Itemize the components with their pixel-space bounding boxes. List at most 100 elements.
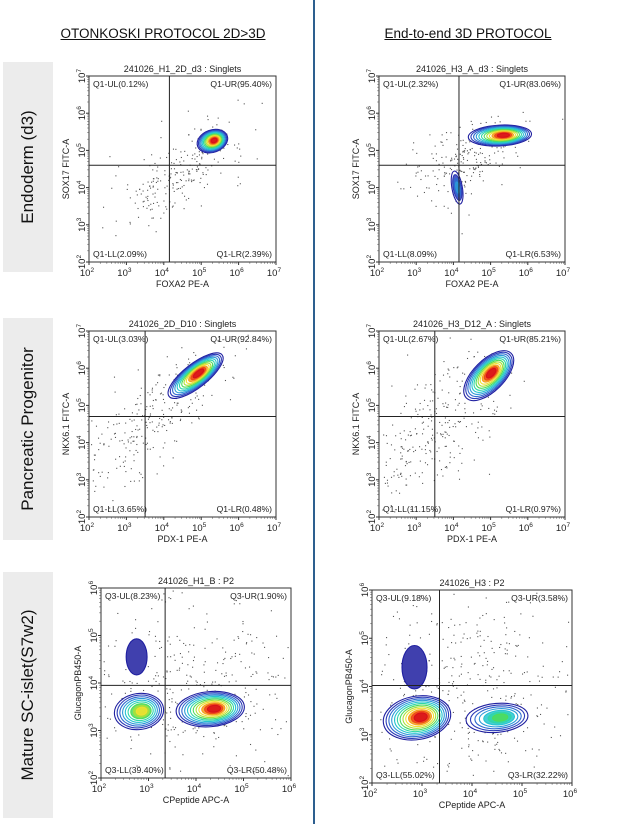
event-dot	[159, 647, 161, 650]
contour-level	[196, 128, 229, 154]
event-dot	[383, 434, 385, 436]
event-dot	[172, 407, 174, 409]
event-dot	[450, 132, 452, 134]
event-dot	[202, 172, 204, 174]
event-dot	[497, 734, 499, 736]
event-dot	[145, 421, 147, 423]
event-dot	[542, 642, 544, 644]
event-dot	[141, 419, 143, 421]
event-dot	[156, 177, 158, 179]
event-dot	[497, 741, 499, 743]
event-dot	[400, 438, 402, 440]
contour-level	[206, 135, 221, 147]
event-dot	[542, 665, 544, 667]
event-dot	[138, 734, 140, 736]
event-dot	[503, 157, 505, 159]
event-dot	[160, 646, 163, 648]
event-dot	[107, 717, 109, 719]
event-dot	[114, 391, 116, 393]
event-dot	[461, 462, 463, 464]
event-dot	[147, 392, 149, 394]
event-dot	[554, 686, 556, 688]
event-dot	[175, 701, 177, 703]
event-dot	[195, 354, 197, 356]
event-dot	[427, 404, 429, 407]
event-dot	[425, 452, 427, 455]
contour-population-1	[196, 128, 229, 154]
column-header-otonkoski: OTONKOSKI PROTOCOL 2D>3D	[60, 26, 266, 41]
x-tick-label: 104	[155, 522, 170, 534]
event-dot	[457, 697, 459, 699]
x-axis-label: CPeptide APC-A	[163, 795, 230, 805]
event-dot	[129, 221, 131, 223]
event-dot	[513, 737, 516, 739]
event-dot	[113, 433, 116, 435]
event-dot	[520, 613, 522, 615]
event-dot	[277, 674, 279, 676]
event-dot	[500, 697, 502, 700]
event-dot	[435, 160, 437, 162]
event-dot	[462, 372, 464, 374]
event-dot	[449, 456, 451, 458]
event-dot	[223, 366, 225, 369]
event-dot	[510, 696, 513, 698]
contour-level	[122, 697, 158, 725]
event-dot	[174, 174, 176, 176]
event-dot	[441, 389, 443, 391]
quadrant-label-ur: Q1-UR(83.06%)	[499, 79, 561, 89]
event-dot	[473, 412, 475, 414]
event-dot	[442, 403, 444, 405]
contour-level	[198, 700, 228, 717]
event-dot	[189, 675, 191, 677]
event-dot	[124, 408, 126, 410]
flow-plot-2: Q1-UL(2.32%) Q1-UR(83.06%)Q1-LL(8.09%) Q1-…	[351, 64, 570, 289]
event-dot	[405, 395, 407, 397]
event-dot	[264, 761, 266, 763]
contour-level	[485, 367, 497, 379]
event-dot	[201, 156, 203, 158]
event-dot	[445, 445, 447, 447]
contour-level	[210, 137, 218, 144]
event-dot	[451, 683, 454, 685]
event-dot	[486, 664, 488, 666]
y-axis-label: NKX6.1 FITC-A	[61, 393, 71, 456]
event-dot	[151, 391, 153, 393]
event-dot	[149, 187, 152, 189]
event-dot	[498, 165, 500, 167]
event-dot	[477, 153, 480, 155]
event-dot	[122, 461, 124, 463]
event-dot	[510, 697, 512, 699]
event-dot	[140, 193, 142, 195]
event-dot	[152, 186, 154, 188]
event-dot	[446, 770, 448, 772]
event-dot	[156, 201, 158, 204]
event-dot	[176, 635, 178, 638]
contour-level	[473, 125, 529, 146]
event-dot	[130, 687, 132, 690]
contour-level	[402, 706, 437, 729]
event-dot	[206, 689, 208, 691]
event-dot	[448, 700, 450, 702]
event-dot	[488, 430, 490, 432]
event-dot	[406, 463, 408, 465]
event-dot	[457, 162, 459, 164]
event-dot	[92, 480, 94, 482]
event-dot	[234, 693, 236, 695]
event-dot	[488, 407, 490, 409]
event-dot	[164, 187, 166, 189]
event-dot	[447, 693, 449, 696]
event-dot	[250, 634, 252, 636]
event-dot	[155, 675, 157, 677]
event-dot	[163, 200, 165, 202]
event-dot	[147, 418, 150, 420]
event-dot	[488, 473, 491, 475]
event-dot	[444, 173, 446, 175]
y-tick-label: 104	[76, 180, 88, 195]
quadrant-label-ll: Q1-LL(3.65%)	[93, 504, 147, 514]
y-tick-label: 102	[76, 510, 88, 525]
event-dot	[157, 382, 159, 384]
plot-title: 241026_H1_2D_d3 : Singlets	[124, 64, 242, 74]
y-tick-label: 106	[76, 361, 88, 376]
event-dot	[192, 728, 194, 730]
quadrant-label-lr: Q3-LR(32.22%)	[508, 770, 568, 780]
